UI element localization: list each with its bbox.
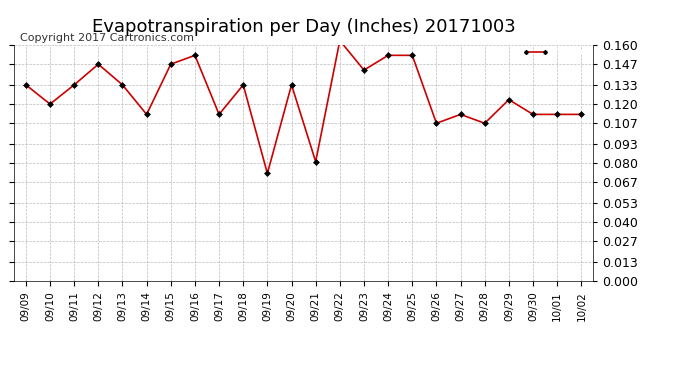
Title: Evapotranspiration per Day (Inches) 20171003: Evapotranspiration per Day (Inches) 2017… [92,18,515,36]
Text: Copyright 2017 Cartronics.com: Copyright 2017 Cartronics.com [19,33,194,43]
